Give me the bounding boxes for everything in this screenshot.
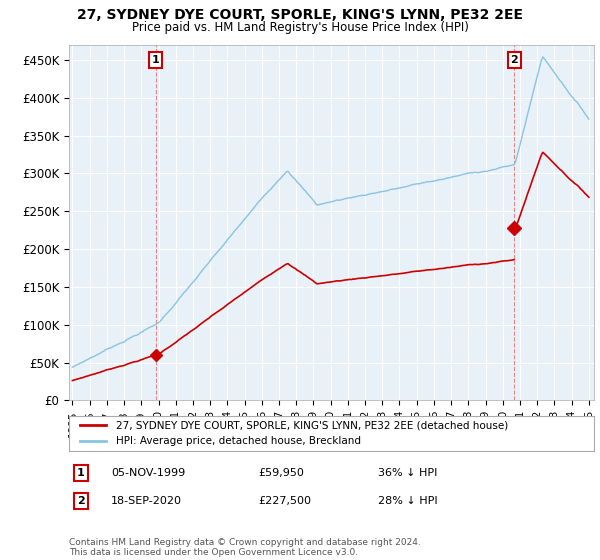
Text: 2: 2 bbox=[511, 55, 518, 65]
Text: 05-NOV-1999: 05-NOV-1999 bbox=[111, 468, 185, 478]
Text: Contains HM Land Registry data © Crown copyright and database right 2024.
This d: Contains HM Land Registry data © Crown c… bbox=[69, 538, 421, 557]
Text: £227,500: £227,500 bbox=[258, 496, 311, 506]
Text: 1: 1 bbox=[152, 55, 160, 65]
Text: 28% ↓ HPI: 28% ↓ HPI bbox=[378, 496, 437, 506]
Text: £59,950: £59,950 bbox=[258, 468, 304, 478]
Text: Price paid vs. HM Land Registry's House Price Index (HPI): Price paid vs. HM Land Registry's House … bbox=[131, 21, 469, 34]
Text: 36% ↓ HPI: 36% ↓ HPI bbox=[378, 468, 437, 478]
Text: 27, SYDNEY DYE COURT, SPORLE, KING'S LYNN, PE32 2EE: 27, SYDNEY DYE COURT, SPORLE, KING'S LYN… bbox=[77, 8, 523, 22]
Text: 2: 2 bbox=[77, 496, 85, 506]
Text: 1: 1 bbox=[77, 468, 85, 478]
Text: HPI: Average price, detached house, Breckland: HPI: Average price, detached house, Brec… bbox=[116, 436, 361, 446]
Text: 18-SEP-2020: 18-SEP-2020 bbox=[111, 496, 182, 506]
Text: 27, SYDNEY DYE COURT, SPORLE, KING'S LYNN, PE32 2EE (detached house): 27, SYDNEY DYE COURT, SPORLE, KING'S LYN… bbox=[116, 421, 509, 431]
